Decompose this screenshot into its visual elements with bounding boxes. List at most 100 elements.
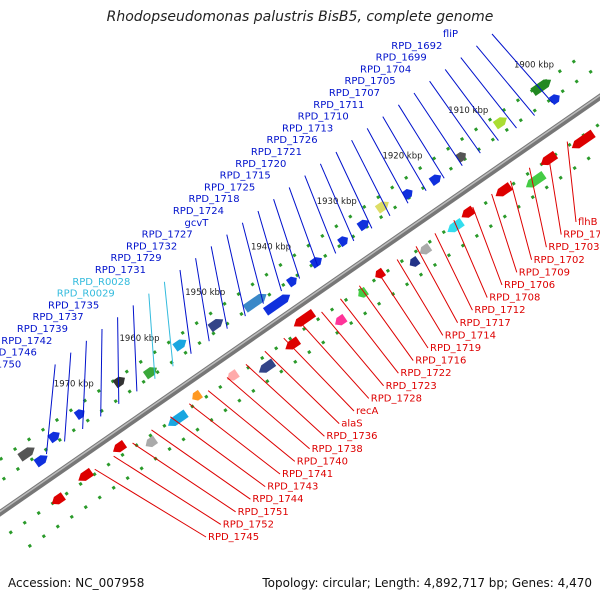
scale-dot [138,359,143,364]
scale-dot [106,462,111,467]
gene-label: RPD_1739 [17,324,68,335]
scale-dot [15,466,20,472]
gene-label: RPD_1742 [1,336,52,347]
gene-label: RPD_1709 [519,267,570,278]
gene-label: RPD_1751 [238,507,289,518]
leader-line [226,234,246,317]
kbp-tick-label: 1950 kbp [185,288,225,298]
scale-dot [483,200,488,206]
scale-dot [55,524,60,529]
genome-summary-text: Topology: circular; Length: 4,892,717 bp… [262,576,592,590]
leader-line [170,416,266,488]
gene-label: RPD_1715 [220,171,271,182]
scale-dot [166,340,171,345]
gene-label: recA [356,406,379,417]
scale-dot [141,379,146,384]
leader-line [288,187,319,267]
scale-dot [427,239,432,244]
gene-label: RPD_R0029 [57,289,115,300]
gene-label: RPD_1705 [344,76,395,87]
scale-dot [390,185,395,190]
gene-label: alaS [341,419,362,430]
scale-dot [264,272,269,277]
kbp-tick-label: 1920 kbp [382,151,422,161]
scale-dot [321,340,326,345]
scale-dot [385,268,391,273]
gene-glyph [419,243,433,255]
scale-dot [265,379,270,384]
scale-dot [57,437,62,443]
gene-glyph [571,129,596,149]
map-title: Rhodopseudomonas palustris BisB5, comple… [106,9,494,25]
scale-dot [239,311,244,317]
scale-dot [278,262,283,268]
gene-label: RPD_1717 [460,318,511,329]
genome-backbone-highlight [0,94,600,513]
gene-glyph [285,336,302,350]
scale-dot [399,259,404,264]
scale-dot [222,301,227,306]
gene-label: RPD_1743 [267,482,318,493]
leader-line [82,340,87,429]
leader-line [453,220,488,298]
scale-dot [473,127,479,132]
gene-glyph [337,236,348,248]
leader-line [94,468,207,538]
gene-label: RPD_1710 [298,112,349,123]
scale-dot [1,476,7,481]
kbp-tick-label: 1900 kbp [514,60,554,70]
leader-line [132,442,236,513]
scale-dot [511,181,516,186]
gene-glyph [207,319,224,333]
gene-glyph [73,409,85,421]
leader-line [64,352,72,442]
scale-dot [69,514,74,519]
gene-glyph [540,150,559,166]
scale-dot [334,224,339,229]
leader-line [429,80,481,154]
gene-glyph [358,286,369,298]
leader-line [415,246,459,324]
gene-label: RPD_1729 [110,253,161,264]
scale-dot [349,320,354,326]
gene-label: RPD_1737 [32,312,83,323]
scale-dot [97,495,102,500]
scale-dot [204,394,209,399]
scale-dot [588,69,593,74]
leader-line [528,167,547,248]
gene-label: RPD_1727 [142,230,193,241]
scale-dot [197,340,202,346]
scale-dot [504,127,509,132]
leader-line [132,305,138,392]
scale-dot [392,205,398,210]
leader-line [377,272,429,349]
leader-line [472,206,503,286]
leader-line [245,364,325,437]
scale-dot [99,408,104,413]
kbp-tick-label: 1960 kbp [120,334,160,344]
gene-label: RPD_R0028 [72,277,130,288]
leader-line [163,281,174,367]
scale-dot [41,534,46,539]
scale-dot [348,214,353,219]
scale-dot [586,156,591,161]
scale-dot [125,475,130,481]
scale-dot [152,350,157,355]
leader-line [283,337,355,412]
scale-dot [446,253,452,258]
leader-line [195,258,210,342]
scale-dot [544,185,549,190]
leader-line [335,151,373,229]
leader-line [302,324,370,399]
gene-label: RPD_1745 [208,532,259,543]
scale-dot [180,330,185,335]
scale-dot [167,446,172,452]
gene-glyph [309,257,322,269]
scale-dot [85,418,90,423]
scale-dot [223,408,228,413]
scale-dot [371,278,377,283]
gene-label: RPD_1716 [415,356,466,367]
gene-glyph [530,79,552,96]
leader-line [351,139,391,217]
leader-line [476,45,535,116]
